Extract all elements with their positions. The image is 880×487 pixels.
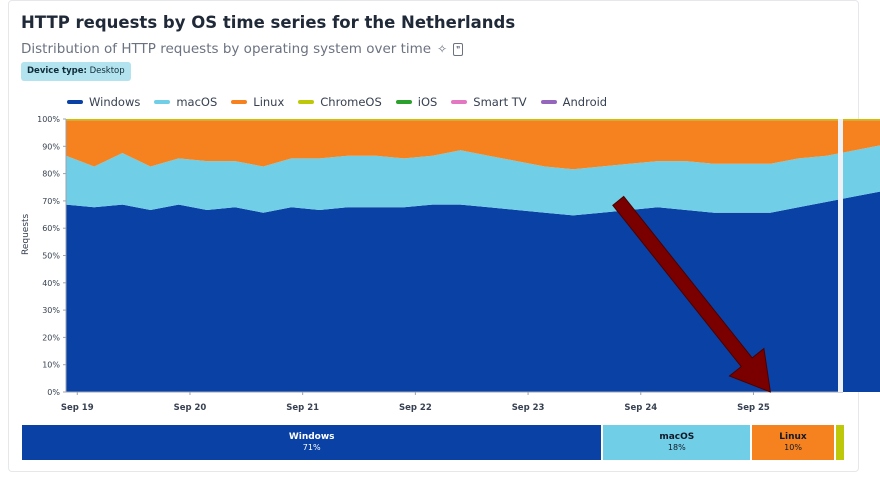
legend-label: ChromeOS <box>320 95 382 109</box>
legend-label: Windows <box>89 95 141 109</box>
y-tick-label: 50% <box>42 252 60 261</box>
y-axis-label: Requests <box>21 213 31 255</box>
x-tick-label: Sep 25 <box>737 403 770 413</box>
area-chromeos <box>66 119 880 121</box>
summary-segment-chromeos[interactable] <box>835 425 844 460</box>
summary-label: Windows <box>288 432 335 442</box>
chart-subtitle: Distribution of HTTP requests by operati… <box>21 41 464 57</box>
summary-percent: 71% <box>302 443 321 452</box>
legend-swatch <box>67 100 83 104</box>
x-tick-label: Sep 24 <box>624 403 657 413</box>
legend-item-macos[interactable]: macOS <box>154 95 217 109</box>
legend-item-linux[interactable]: Linux <box>231 95 284 109</box>
legend-label: iOS <box>417 95 438 109</box>
summary-segment-linux[interactable]: Linux 10% <box>752 425 834 460</box>
y-tick-label: 20% <box>42 333 60 342</box>
legend-item-windows[interactable]: Windows <box>67 95 140 109</box>
y-tick-label: 10% <box>42 361 60 370</box>
sparkle-icon[interactable]: ✧ <box>437 42 448 56</box>
legend-label: Android <box>562 95 608 109</box>
y-tick-label: 60% <box>42 224 60 233</box>
summary-segment-windows[interactable]: Windows 71% <box>22 425 602 460</box>
y-tick-label: 70% <box>42 197 60 206</box>
legend-swatch <box>395 100 412 104</box>
summary-label: Linux <box>779 432 807 442</box>
area-windows <box>66 191 880 392</box>
y-tick-label: 80% <box>42 170 60 179</box>
legend-label: macOS <box>176 95 218 109</box>
badge-label: Device type: <box>27 66 87 76</box>
legend-swatch <box>298 100 315 104</box>
area-macos <box>66 145 880 216</box>
chart-legend: Windows macOS Linux ChromeOS iOS Smart TV Andr… <box>67 95 607 109</box>
summary-percent: 10% <box>784 443 802 452</box>
legend-swatch <box>451 100 468 104</box>
x-tick-label: Sep 22 <box>399 403 432 413</box>
feedback-icon[interactable]: ❞ <box>453 42 464 56</box>
legend-item-ios[interactable]: iOS <box>395 95 438 109</box>
x-tick-label: Sep 23 <box>512 403 545 413</box>
subtitle-text: Distribution of HTTP requests by operati… <box>21 41 432 57</box>
legend-swatch <box>231 100 248 104</box>
y-tick-label: 100% <box>37 115 60 124</box>
x-tick-label: Sep 20 <box>174 403 207 413</box>
summary-percent: 18% <box>667 443 686 452</box>
chart-title: HTTP requests by OS time series for the … <box>21 13 516 32</box>
annotation-arrow <box>612 195 772 393</box>
y-tick-label: 90% <box>42 142 60 151</box>
legend-item-chromeos[interactable]: ChromeOS <box>298 95 382 109</box>
area-linux <box>66 120 880 170</box>
y-tick-label: 40% <box>42 279 60 288</box>
badge-value: Desktop <box>89 66 125 76</box>
x-tick-label: Sep 19 <box>61 403 94 413</box>
device-type-badge[interactable]: Device type: Desktop <box>21 62 131 81</box>
legend-item-smart-tv[interactable]: Smart TV <box>451 95 527 109</box>
legend-label: Smart TV <box>473 95 527 109</box>
legend-item-android[interactable]: Android <box>540 95 608 109</box>
summary-segment-macos[interactable]: macOS 18% <box>603 425 751 460</box>
y-tick-label: 30% <box>42 306 60 315</box>
legend-swatch <box>540 100 557 104</box>
summary-label: macOS <box>659 432 695 442</box>
legend-swatch <box>154 100 171 104</box>
x-tick-label: Sep 21 <box>286 403 319 413</box>
legend-label: Linux <box>253 95 285 109</box>
plot-edge <box>838 119 843 392</box>
y-tick-label: 0% <box>47 388 60 397</box>
